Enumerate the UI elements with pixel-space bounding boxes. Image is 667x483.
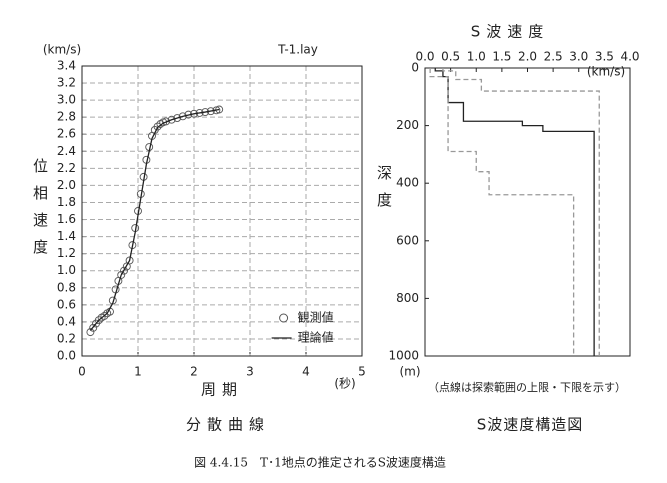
y-tick-label: 1.6 (57, 212, 76, 226)
x-tick-label: 1 (134, 365, 142, 379)
x-tick-label: 2.0 (518, 50, 537, 64)
observed-point (94, 316, 103, 325)
note: （点線は探索範囲の上限・下限を示す） (428, 380, 626, 394)
annotation: T-1.lay (277, 43, 318, 57)
y-tick-label: 1000 (388, 349, 419, 363)
y-tick-label: 2.6 (57, 127, 76, 141)
y-axis-label: 位相速度 (31, 158, 49, 266)
x-tick-label: 3 (246, 365, 254, 379)
x-tick-label: 1.5 (492, 50, 511, 64)
observed-point (162, 117, 170, 126)
observed-point (100, 311, 109, 320)
observed-point (86, 328, 95, 337)
y-tick-label: 3.4 (57, 59, 76, 73)
y-axis-label: 深度 (375, 165, 393, 219)
y-tick-label: 0.0 (57, 349, 76, 363)
observed-point (89, 323, 98, 332)
y-tick-label: 3.2 (57, 76, 76, 90)
legend-label: 観測値 (298, 310, 334, 325)
y-tick-label: 2.4 (57, 144, 76, 158)
observed-point (153, 122, 162, 131)
observed-point (120, 266, 128, 275)
x-tick-label: 0.0 (415, 50, 434, 64)
series-line (429, 68, 575, 356)
y-tick-label: 0.4 (57, 314, 76, 328)
observed-point (178, 112, 187, 121)
y-axis-unit: (m) (399, 365, 420, 379)
y-tick-label: 3.0 (57, 93, 76, 107)
observed-point (167, 115, 176, 124)
plot-frame (424, 67, 631, 357)
y-tick-label: 0.8 (57, 280, 76, 294)
y-tick-label: 1.2 (57, 246, 76, 260)
y-tick-label: 400 (396, 176, 419, 190)
x-tick-label: 1.0 (467, 50, 486, 64)
x-tick-label: 4 (302, 365, 310, 379)
y-tick-label: 0.6 (57, 297, 76, 311)
x-tick-label: 2.5 (544, 50, 563, 64)
x-axis-label: S波速度 (471, 23, 550, 41)
legend-label: 理論値 (298, 330, 334, 345)
observed-point (117, 271, 126, 279)
series-line (89, 108, 220, 331)
y-tick-label: 1.4 (57, 229, 76, 243)
x-tick-label: 0 (78, 365, 86, 379)
y-tick-label: 0 (411, 61, 419, 75)
observed-point (173, 114, 182, 122)
figure-caption: 図 4.4.15 T･1地点の推定されるS波速度構造 (194, 455, 446, 470)
chart-title: S波速度構造図 (477, 416, 584, 434)
plot-frame (81, 65, 363, 357)
series-line (442, 68, 600, 356)
x-axis-unit: (km/s) (587, 65, 625, 79)
y-tick-label: 800 (396, 291, 419, 305)
x-tick-label: 3.5 (595, 50, 614, 64)
x-tick-label: 3.0 (569, 50, 588, 64)
y-tick-label: 2.2 (57, 161, 76, 175)
observed-point (125, 256, 134, 265)
chart-title: 分散曲線 (186, 416, 270, 434)
x-axis-unit: (秒) (334, 377, 355, 391)
y-tick-label: 1.0 (57, 263, 76, 277)
y-tick-label: 200 (396, 118, 419, 132)
y-tick-label: 0.2 (57, 331, 76, 345)
y-tick-label: 600 (396, 233, 419, 247)
series-line (434, 68, 595, 356)
x-tick-label: 2 (190, 365, 198, 379)
x-axis-label: 周期 (201, 381, 243, 399)
y-axis-unit: (km/s) (43, 43, 81, 57)
legend-marker (279, 313, 289, 323)
y-tick-label: 2.0 (57, 178, 76, 192)
y-tick-label: 2.8 (57, 110, 76, 124)
x-tick-label: 0.5 (441, 50, 460, 64)
x-tick-label: 4.0 (620, 50, 639, 64)
y-tick-label: 1.8 (57, 195, 76, 209)
x-tick-label: 5 (358, 365, 366, 379)
